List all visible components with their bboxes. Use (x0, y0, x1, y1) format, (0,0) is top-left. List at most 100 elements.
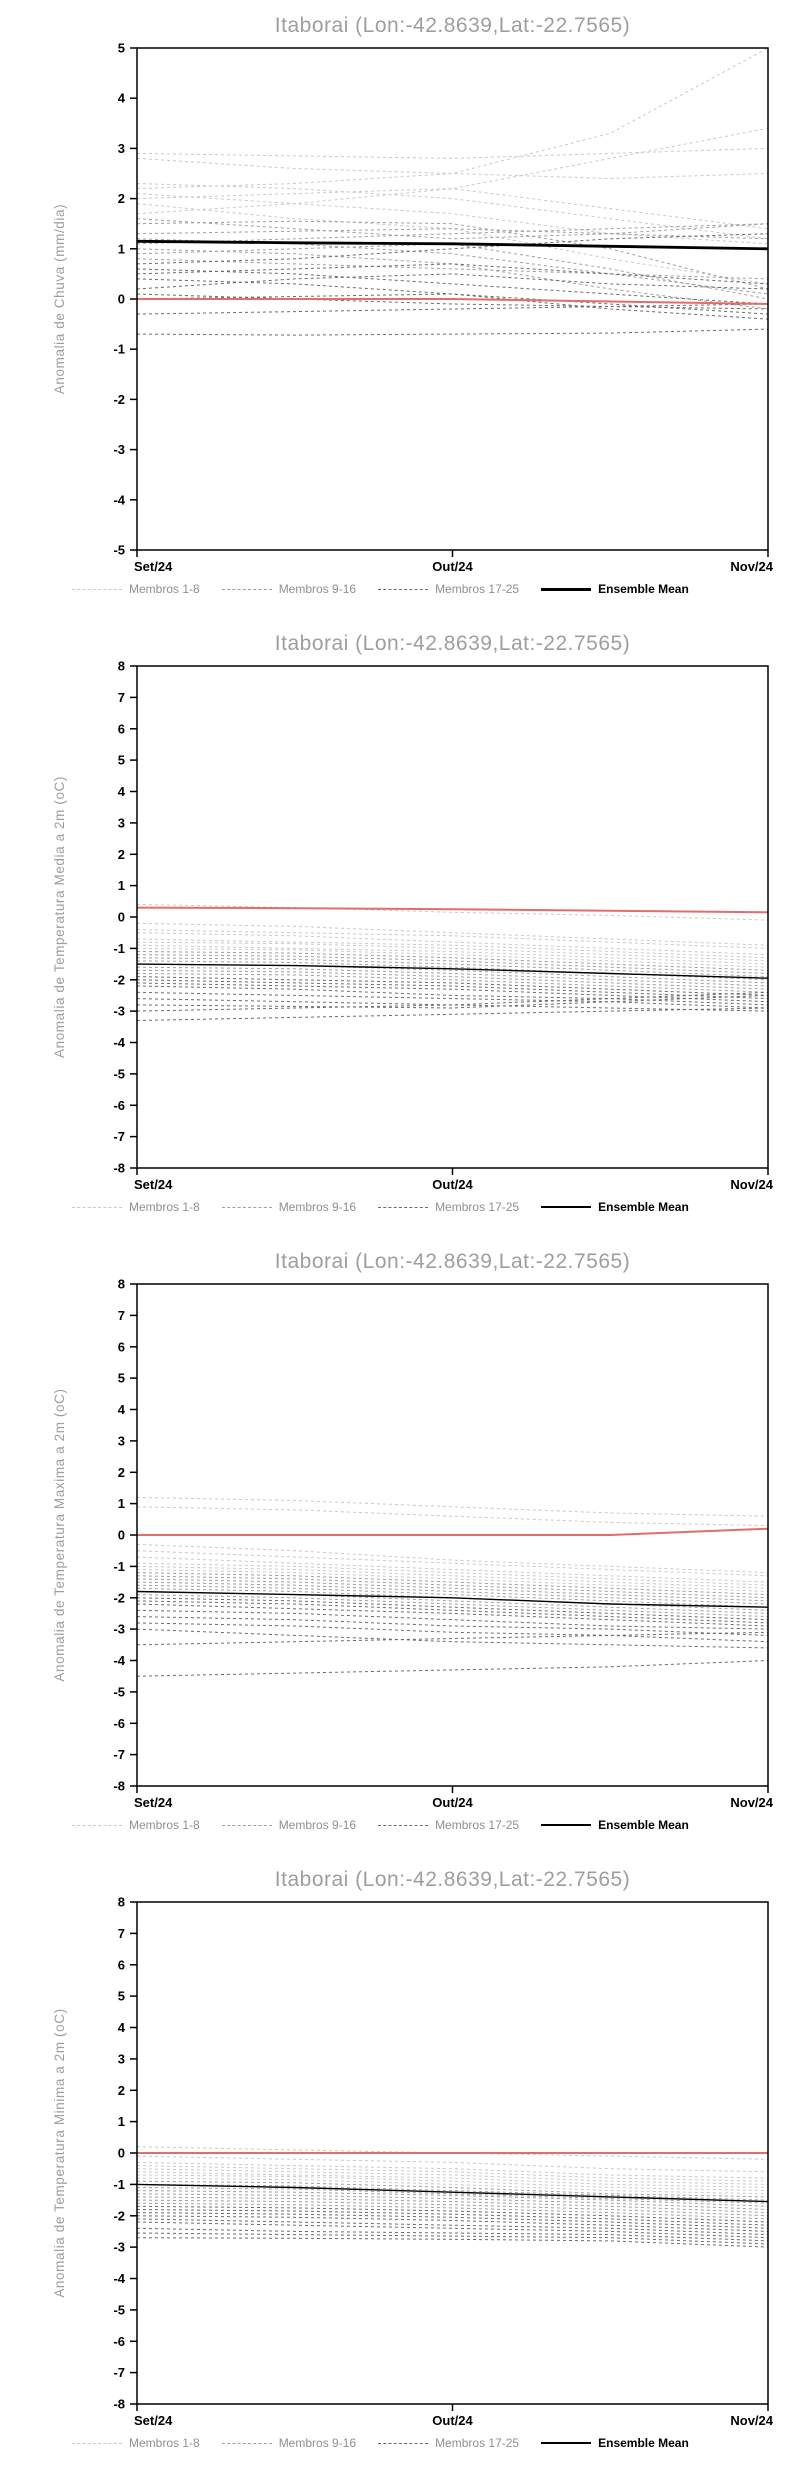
legend-item: Ensemble Mean (541, 582, 689, 596)
series-ensemble_mean (136, 2183, 769, 2203)
y-tick-label: -5 (113, 2302, 125, 2317)
legend-label: Membros 17-25 (435, 1200, 520, 1214)
legend-label: Membros 9-16 (278, 582, 357, 596)
series-members_17_25 (136, 293, 769, 320)
series-members_9_16 (136, 1587, 769, 1611)
chart-title: Itaborai (Lon:-42.8639,Lat:-22.7565) (274, 14, 631, 37)
plot-frame (136, 1283, 769, 1787)
y-tick-label: -4 (113, 1035, 125, 1050)
y-tick-label: 4 (118, 1402, 126, 1417)
y-axis-label: Anomalia de Temperatura Minima a 2m (oC) (52, 2008, 67, 2297)
x-tick-label: Out/24 (432, 1177, 473, 1190)
series-members_17_25 (136, 2237, 769, 2248)
y-tick-label: 4 (118, 2020, 126, 2035)
y-tick-label: -2 (113, 1590, 125, 1605)
y-tick-label: 2 (118, 1465, 125, 1480)
series-members_1_8 (136, 1569, 769, 1592)
y-tick-label: 0 (118, 910, 125, 925)
y-tick-label: -5 (113, 543, 125, 558)
series-ensemble_mean (136, 1590, 769, 1608)
y-tick-label: -7 (113, 1129, 125, 1144)
y-tick-label: 2 (118, 191, 125, 206)
series-members_1_8 (136, 193, 769, 245)
legend-label: Ensemble Mean (598, 1200, 689, 1214)
chart-panel-temp-maxima: Itaborai (Lon:-42.8639,Lat:-22.7565) -8-… (0, 1236, 800, 1854)
y-tick-label: -1 (113, 342, 125, 357)
legend-item: Membros 1-8 (72, 2436, 200, 2450)
y-tick-label: 2 (118, 847, 125, 862)
series-members_1_8 (136, 157, 769, 180)
series-members_9_16 (136, 1591, 769, 1614)
legend-label: Membros 17-25 (435, 2436, 520, 2450)
plot-frame (136, 47, 769, 551)
y-tick-label: -1 (113, 2177, 125, 2192)
legend-label: Membros 1-8 (129, 2436, 200, 2450)
series-members_1_8 (136, 127, 769, 215)
x-tick-label: Nov/24 (730, 559, 773, 572)
y-tick-label: 3 (118, 2051, 125, 2066)
series-members_1_8 (136, 2165, 769, 2182)
legend-item: Membros 17-25 (378, 1200, 519, 1214)
series-members_9_16 (136, 1584, 769, 1608)
legend: Membros 1-8 Membros 9-16 Membros 17-25 E… (0, 1808, 800, 1842)
x-tick-label: Set/24 (134, 2413, 173, 2426)
series-members_1_8 (136, 203, 769, 285)
y-tick-label: 8 (118, 660, 125, 674)
series-members_17_25 (136, 1622, 769, 1643)
series-members_17_25 (136, 303, 769, 315)
y-tick-label: 5 (118, 42, 125, 56)
y-tick-label: -3 (113, 1622, 125, 1637)
y-tick-label: 0 (118, 2146, 125, 2161)
y-tick-label: 8 (118, 1896, 125, 1910)
plot-area: -8 -7 -6 -5 -4 -3 -2 -1 0 1 2 3 4 5 6 7 8 Set/24 Out/24 Nov… (52, 660, 774, 1190)
legend-item: Membros 9-16 (221, 1818, 356, 1832)
series-members_17_25 (136, 2227, 769, 2242)
legend-label: Membros 17-25 (435, 582, 520, 596)
y-tick-label: -3 (113, 442, 125, 457)
plot-area: -8 -7 -6 -5 -4 -3 -2 -1 0 1 2 3 4 5 6 7 8 Set/24 Out/24 Nov… (52, 1278, 774, 1808)
y-tick-label: -3 (113, 2240, 125, 2255)
series-members_1_8 (136, 1496, 769, 1517)
y-tick-label: 6 (118, 1339, 125, 1354)
y-tick-label: -6 (113, 1716, 125, 1731)
series-members_17_25 (136, 2232, 769, 2245)
series-members_9_16 (136, 248, 769, 310)
series-members_1_8 (136, 1556, 769, 1583)
legend-item: Membros 17-25 (378, 1818, 519, 1832)
chart-title: Itaborai (Lon:-42.8639,Lat:-22.7565) (274, 1250, 631, 1273)
legend-label: Membros 1-8 (129, 582, 200, 596)
x-tick-label: Out/24 (432, 2413, 473, 2426)
series-members_1_8 (136, 188, 769, 230)
series-members_17_25 (136, 1603, 769, 1627)
legend-item: Membros 1-8 (72, 1200, 200, 1214)
members-1-8-line-icon (72, 1206, 122, 1208)
series-members_17_25 (136, 1597, 769, 1621)
series-members_17_25 (136, 278, 769, 315)
series-members_1_8 (136, 929, 769, 949)
y-tick-label: 1 (118, 2114, 125, 2129)
legend: Membros 1-8 Membros 9-16 Membros 17-25 E… (0, 572, 800, 606)
series-members_9_16 (136, 228, 769, 240)
legend-item: Ensemble Mean (541, 2436, 689, 2450)
y-axis-label: Anomalia de Chuva (mm/dia) (52, 204, 67, 394)
legend-label: Membros 1-8 (129, 1200, 200, 1214)
x-tick-label: Set/24 (134, 559, 173, 572)
series-members_9_16 (136, 223, 769, 245)
y-axis-label: Anomalia de Temperatura Maxima a 2m (oC) (52, 1388, 67, 1681)
series-members_1_8 (136, 183, 769, 240)
ensemble-mean-line-icon (541, 1206, 592, 1208)
legend-label: Membros 1-8 (129, 1818, 200, 1832)
chart-title: Itaborai (Lon:-42.8639,Lat:-22.7565) (274, 1868, 631, 1891)
series-members_17_25 (136, 1600, 769, 1624)
series-members_9_16 (136, 220, 769, 290)
y-tick-label: 4 (118, 91, 126, 106)
series-members_1_8 (136, 1506, 769, 1527)
series-reference_line (137, 298, 769, 305)
legend-label: Ensemble Mean (598, 582, 689, 596)
y-tick-label: -4 (113, 2271, 125, 2286)
x-tick-label: Set/24 (134, 1177, 173, 1190)
y-tick-label: -2 (113, 392, 125, 407)
series-members_9_16 (136, 1575, 769, 1599)
y-tick-label: 5 (118, 753, 125, 768)
series-members_1_8 (136, 922, 769, 946)
